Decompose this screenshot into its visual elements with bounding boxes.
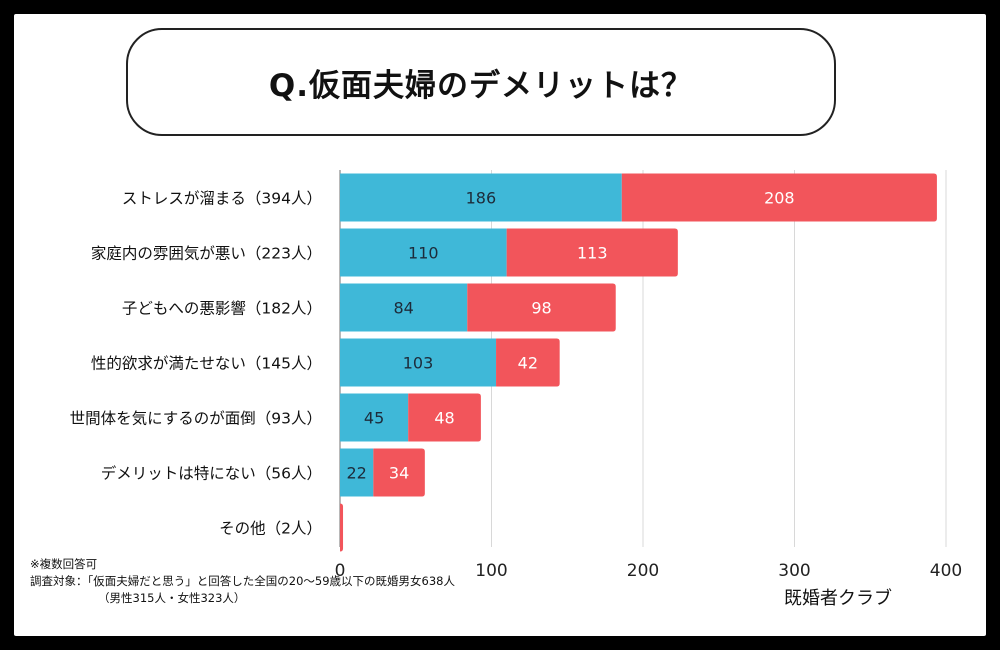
- bar-segment-male: [340, 393, 409, 442]
- bar-segment-female: [621, 173, 937, 222]
- bar-segment-female: [506, 228, 678, 277]
- category-label: 世間体を気にするのが面倒（93人）: [70, 410, 322, 428]
- category-label: 性的欲求が満たせない（145人）: [91, 355, 322, 373]
- bar-segment-female: [408, 393, 481, 442]
- bar-segment-male: [340, 448, 374, 497]
- bar-segment-female: [373, 448, 425, 497]
- value-label: 98: [531, 299, 551, 318]
- category-label: ストレスが溜まる（394人）: [122, 190, 322, 208]
- x-tick-label: 200: [627, 561, 659, 581]
- note-survey-target: 調査対象：「仮面夫婦だと思う」と回答した全国の20〜59歳以下の既婚男女638人: [30, 574, 455, 588]
- title-box: Q.仮面夫婦のデメリットは？: [126, 28, 836, 136]
- bar-segment-male: [340, 283, 468, 332]
- note-breakdown: （男性315人・女性323人）: [98, 591, 246, 605]
- x-tick-label: 0: [335, 561, 346, 581]
- value-label: 113: [577, 244, 608, 263]
- x-tick-label: 400: [930, 561, 962, 581]
- footnotes: ※複数回答可 調査対象：「仮面夫婦だと思う」と回答した全国の20〜59歳以下の既…: [30, 556, 455, 607]
- category-labels: ストレスが溜まる（394人） 家庭内の雰囲気が悪い（223人） 子どもへの悪影響（1…: [70, 190, 322, 538]
- value-label: 42: [518, 354, 538, 373]
- x-tick-label: 300: [778, 561, 810, 581]
- value-labels: 186 208 110 113 84 98 103 42 45 48 22 34: [346, 189, 794, 483]
- value-label: 110: [408, 244, 439, 263]
- bar-segment-female: [467, 283, 616, 332]
- category-label: 家庭内の雰囲気が悪い（223人）: [91, 245, 322, 263]
- value-label: 103: [403, 354, 434, 373]
- x-axis-ticks: 0 100 200 300 400: [335, 561, 963, 581]
- value-label: 45: [364, 409, 384, 428]
- page-title: Q.仮面夫婦のデメリットは？: [268, 67, 694, 104]
- category-label: その他（2人）: [219, 520, 322, 538]
- bar-segment-female: [340, 503, 344, 552]
- category-label: デメリットは特にない（56人）: [101, 464, 322, 483]
- value-label: 186: [466, 189, 497, 208]
- value-label: 48: [434, 409, 454, 428]
- bar-segment-female: [496, 338, 560, 387]
- bar-segment-male: [340, 338, 497, 387]
- value-label: 208: [764, 189, 795, 208]
- value-label: 34: [389, 464, 409, 483]
- bars: [340, 173, 937, 552]
- value-label: 84: [393, 299, 413, 318]
- category-label: 子どもへの悪影響（182人）: [122, 300, 322, 318]
- x-tick-label: 100: [475, 561, 507, 581]
- note-multiple-answers: ※複数回答可: [30, 557, 98, 571]
- bar-segment-male: [340, 228, 507, 277]
- value-label: 22: [346, 464, 366, 483]
- bar-segment-male: [340, 173, 622, 222]
- brand-name: 既婚者クラブ: [784, 588, 892, 609]
